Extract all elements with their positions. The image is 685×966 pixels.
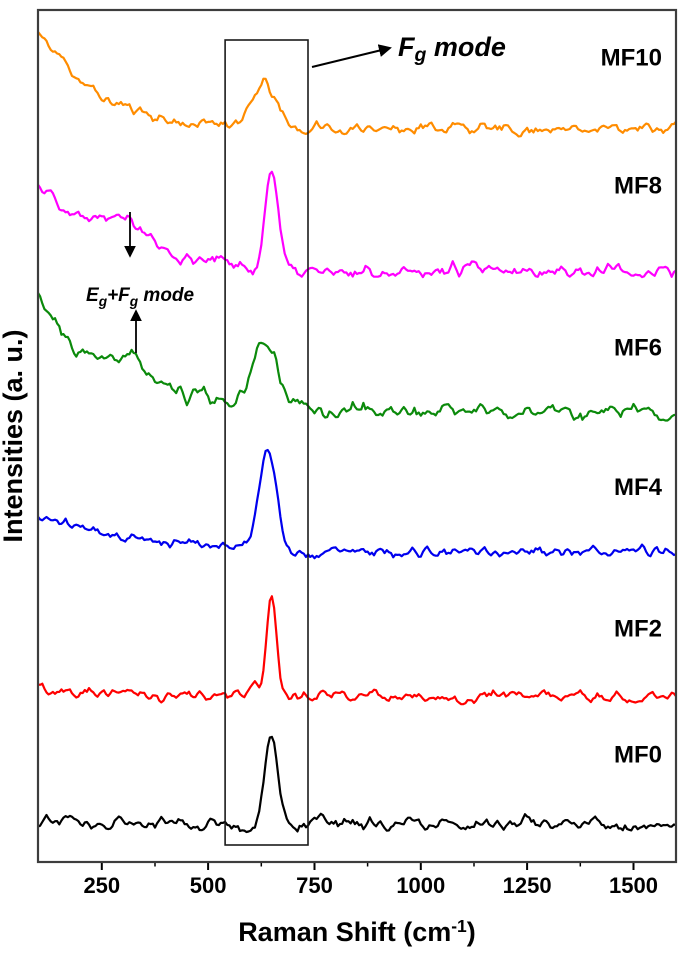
fg-mode-label: Fg mode [398, 32, 506, 66]
series-MF10-curve [39, 31, 675, 138]
series-MF0-curve [39, 735, 675, 834]
y-axis-title: Intensities (a. u.) [0, 329, 28, 542]
eg-fg-mode-label: Eg+Fg mode [86, 285, 195, 309]
x-axis-tick-label: 1500 [609, 873, 658, 898]
fg-mode-highlight-box [224, 39, 309, 846]
series-MF2-curve [39, 595, 675, 706]
series-MF4-curve [39, 448, 675, 560]
x-axis-tick-label: 1250 [503, 873, 552, 898]
series-label-MF10: MF10 [601, 45, 662, 72]
fg-mode-arrow [311, 44, 392, 68]
spectra-curves [39, 31, 675, 834]
series-label-MF2: MF2 [614, 616, 662, 643]
series-label-MF6: MF6 [614, 334, 662, 361]
series-MF6-curve [39, 292, 675, 422]
x-axis-title: Raman Shift (cm-1) [238, 916, 476, 947]
x-axis-tick-label: 500 [190, 873, 227, 898]
series-label-MF0: MF0 [614, 742, 662, 769]
x-axis-tick-label: 750 [296, 873, 333, 898]
plot-frame [36, 8, 678, 864]
x-axis-tick-label: 1000 [396, 873, 445, 898]
series-MF8-curve [39, 170, 675, 279]
series-label-MF8: MF8 [614, 173, 662, 200]
series-label-MF4: MF4 [614, 474, 663, 501]
x-axis-tick-label: 250 [83, 873, 120, 898]
